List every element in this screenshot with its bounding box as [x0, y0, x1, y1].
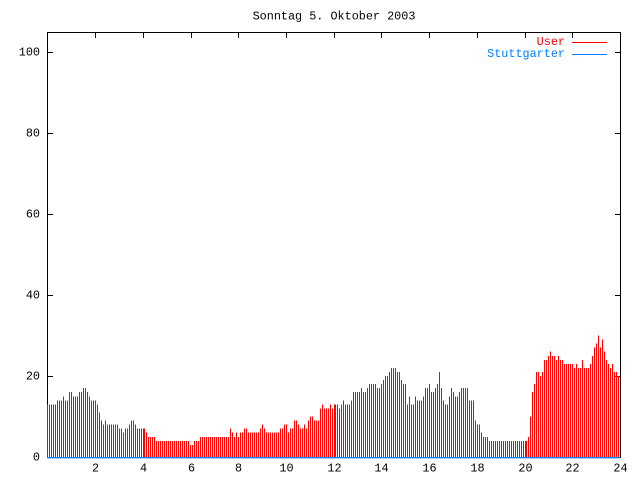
- svg-text:100: 100: [19, 46, 40, 60]
- svg-text:10: 10: [279, 462, 293, 476]
- svg-text:22: 22: [565, 462, 579, 476]
- svg-text:6: 6: [188, 462, 195, 476]
- svg-text:Stuttgarter: Stuttgarter: [487, 47, 565, 61]
- svg-text:12: 12: [327, 462, 341, 476]
- svg-text:40: 40: [26, 289, 40, 303]
- svg-text:4: 4: [140, 462, 147, 476]
- svg-text:Sonntag 5. Oktober 2003: Sonntag 5. Oktober 2003: [253, 10, 416, 24]
- svg-text:16: 16: [422, 462, 436, 476]
- svg-text:80: 80: [26, 127, 40, 141]
- svg-text:20: 20: [26, 370, 40, 384]
- svg-text:User: User: [537, 35, 565, 49]
- svg-text:14: 14: [374, 462, 388, 476]
- svg-text:24: 24: [613, 462, 627, 476]
- svg-text:0: 0: [33, 451, 40, 465]
- svg-text:20: 20: [518, 462, 532, 476]
- svg-text:18: 18: [470, 462, 484, 476]
- svg-text:2: 2: [92, 462, 99, 476]
- svg-text:60: 60: [26, 208, 40, 222]
- svg-text:8: 8: [235, 462, 242, 476]
